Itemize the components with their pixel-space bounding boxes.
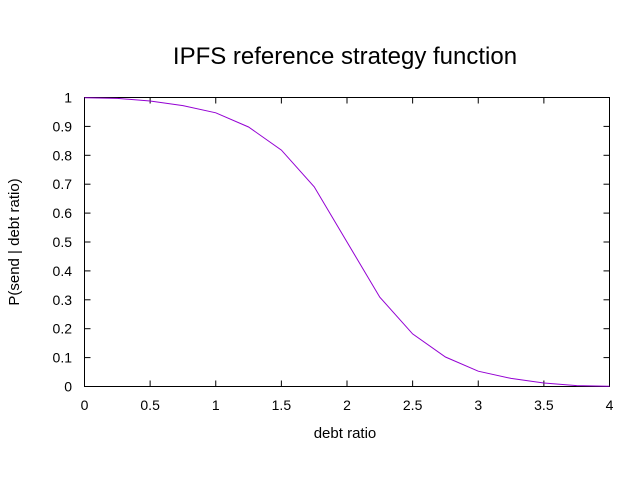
x-tick-label: 0 <box>81 397 89 413</box>
y-tick-label: 1 <box>64 90 72 106</box>
y-tick-label: 0.3 <box>53 292 73 308</box>
x-tick-label: 3.5 <box>534 397 554 413</box>
y-tick-label: 0.1 <box>53 350 73 366</box>
y-tick-label: 0.2 <box>53 321 73 337</box>
y-tick-label: 0.9 <box>53 118 73 134</box>
x-axis-title: debt ratio <box>314 425 377 442</box>
x-tick-label: 0.5 <box>140 397 160 413</box>
x-tick-label: 1 <box>212 397 220 413</box>
y-tick-label: 0.5 <box>53 234 73 250</box>
y-tick-label: 0.6 <box>53 205 73 221</box>
x-axis: 0 0.5 1 1.5 2 2.5 3 3.5 4 <box>81 97 614 413</box>
series-line <box>84 97 610 387</box>
x-tick-label: 1.5 <box>272 397 292 413</box>
chart-title: IPFS reference strategy function <box>173 43 517 70</box>
y-tick-label: 0 <box>64 379 72 395</box>
x-tick-label: 2.5 <box>403 397 423 413</box>
y-tick-label: 0.4 <box>53 263 73 279</box>
y-axis: 0 0.1 0.2 0.3 0.4 0.5 0.6 0.7 0.8 0.9 1 <box>53 90 610 395</box>
y-axis-title: P(send | debt ratio) <box>6 178 23 305</box>
x-tick-label: 2 <box>343 397 351 413</box>
y-tick-label: 0.7 <box>53 176 73 192</box>
y-tick-label: 0.8 <box>53 147 73 163</box>
x-tick-label: 3 <box>474 397 482 413</box>
x-tick-label: 4 <box>606 397 614 413</box>
